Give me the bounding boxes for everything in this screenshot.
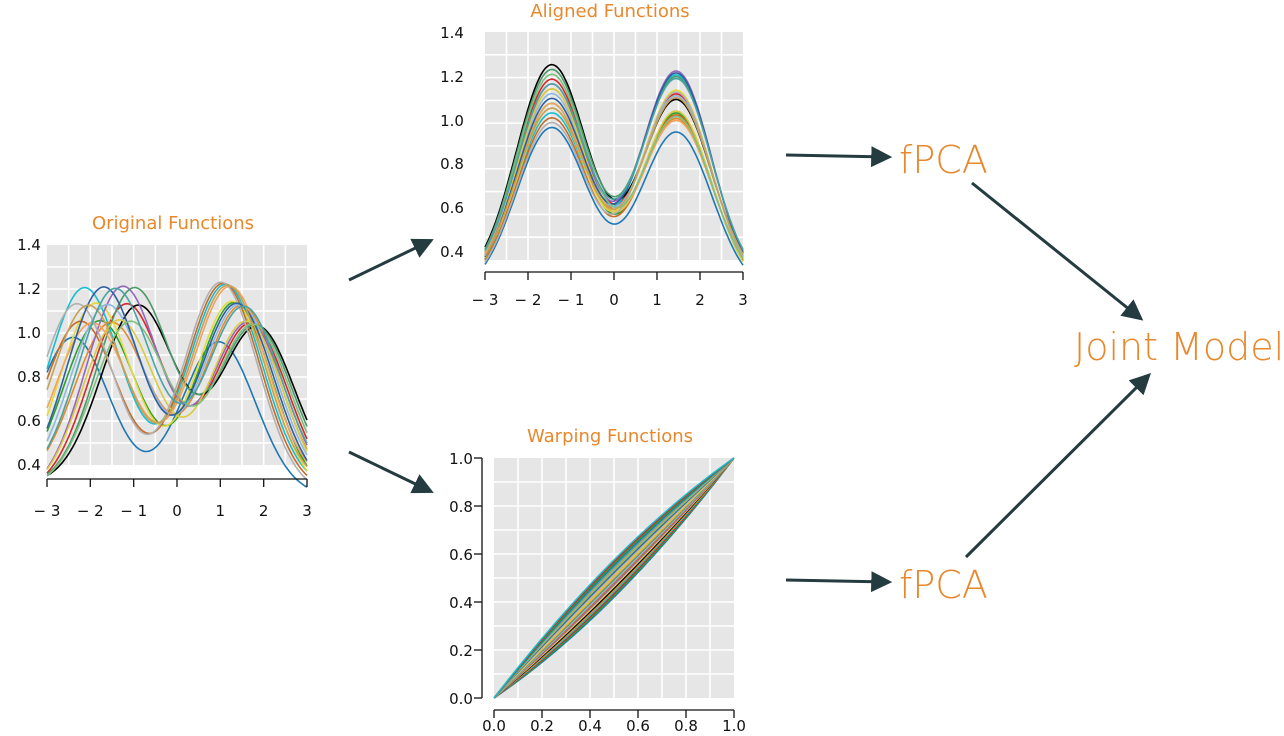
aligned-curve [484,73,744,260]
y-tick-label: 1.4 [17,236,41,254]
fpca-top-label: fPCA [899,138,988,182]
original-curve [46,281,308,481]
y-tick-label: 1.0 [449,450,473,468]
warping-x-axis: 0.0 0.2 0.4 0.6 0.8 1.0 [482,709,746,735]
x-tick-label: 0.4 [578,717,602,735]
x-tick-label: 0.6 [626,717,650,735]
y-tick-label: 1.2 [17,280,41,298]
y-tick-label: 1.4 [440,24,464,42]
arrow-fpca-bottom-to-joint [964,373,1151,559]
y-tick-label: 0.4 [449,594,473,612]
original-y-axis: 0.4 0.6 0.8 1.0 1.2 1.4 [17,236,41,474]
y-tick-label: 0.8 [440,155,464,173]
warping-functions-title: Warping Functions [527,426,693,447]
aligned-curve [484,96,744,257]
arrow-to-fpca-bottom [785,571,893,593]
aligned-curve [484,126,744,266]
fpca-bottom-label: fPCA [899,563,988,607]
y-tick-label: 1.0 [17,324,41,342]
x-tick-label: 2 [259,502,269,520]
aligned-curves [484,63,744,266]
warping-functions-panel: Warping Functions 0.0 0.2 0.4 0.6 0.8 1.… [449,426,746,735]
y-tick-label: 0.0 [449,690,473,708]
warping-y-axis: 0.0 0.2 0.4 0.6 0.8 1.0 [449,450,483,708]
arrow-fpca-top-to-joint [971,181,1144,321]
x-tick-label: 0.2 [530,717,554,735]
original-x-axis: − 3 − 2 − 1 0 1 2 3 [34,478,312,520]
warping-curves [493,457,735,699]
x-tick-label: − 2 [77,502,104,520]
x-tick-label: 2 [695,291,705,309]
x-tick-label: − 1 [558,291,585,309]
aligned-curve [484,72,744,258]
flow-arrows [348,146,1151,593]
warping-curve [493,457,735,699]
aligned-functions-panel: Aligned Functions 0.4 0.6 0.8 1.0 1.2 1.… [440,1,748,309]
x-tick-label: 3 [302,502,312,520]
arrow-to-aligned [348,238,434,282]
arrow-to-fpca-top [785,146,893,168]
y-tick-label: 1.0 [440,112,464,130]
x-tick-label: 3 [738,291,748,309]
original-functions-title: Original Functions [92,213,254,234]
aligned-functions-title: Aligned Functions [530,1,689,22]
x-tick-label: − 3 [472,291,499,309]
x-tick-label: 0 [172,502,182,520]
x-tick-label: 1 [216,502,226,520]
y-tick-label: 0.4 [17,456,41,474]
x-tick-label: − 3 [34,502,61,520]
x-tick-label: 0.0 [482,717,506,735]
original-curve [46,284,308,468]
aligned-curve [484,87,744,263]
y-tick-label: 0.2 [449,642,473,660]
aligned-y-axis: 0.4 0.6 0.8 1.0 1.2 1.4 [440,24,464,261]
arrow-to-warping [348,450,434,494]
x-tick-label: − 2 [515,291,542,309]
x-tick-label: 1 [652,291,662,309]
x-tick-label: 0.8 [674,717,698,735]
original-curve [46,287,308,450]
y-tick-label: 0.8 [449,498,473,516]
x-tick-label: − 1 [120,502,147,520]
joint-model-label: Joint Model [1074,325,1284,369]
y-tick-label: 0.6 [440,199,464,217]
y-tick-label: 0.8 [17,368,41,386]
original-curve [46,286,308,461]
aligned-grid [485,32,743,260]
aligned-curve [484,77,744,251]
x-tick-label: 0 [609,291,619,309]
y-tick-label: 0.4 [440,243,464,261]
original-functions-panel: Original Functions 0.4 0.6 0.8 1.0 1.2 1… [17,213,312,520]
x-tick-label: 1.0 [722,717,746,735]
y-tick-label: 0.6 [449,546,473,564]
y-tick-label: 0.6 [17,412,41,430]
aligned-x-axis: − 3 − 2 − 1 0 1 2 3 [472,271,748,309]
aligned-curve [484,91,744,263]
original-curves [46,281,308,488]
y-tick-label: 1.2 [440,68,464,86]
original-curve [46,319,308,471]
